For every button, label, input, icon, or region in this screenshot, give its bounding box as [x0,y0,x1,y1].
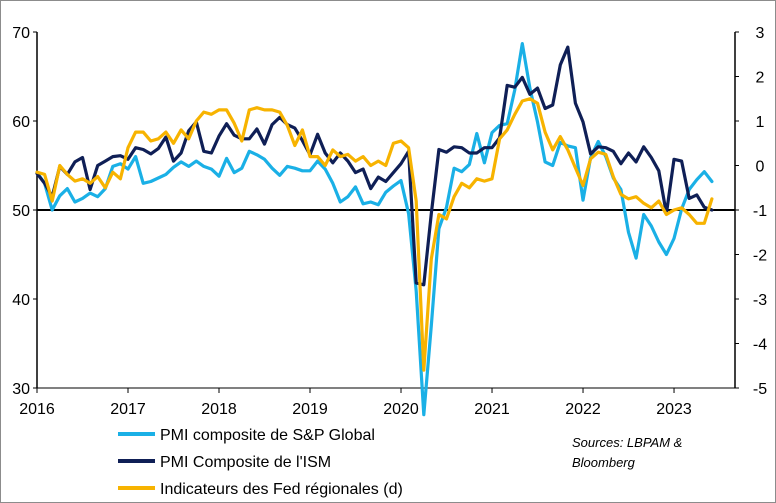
left-tick-label: 40 [12,292,30,309]
legend-label-fed: Indicateurs des Fed régionales (d) [160,481,403,498]
right-tick-label: 2 [756,70,765,87]
legend-label-sp-global: PMI composite de S&P Global [160,427,375,444]
x-tick-label: 2018 [201,401,237,418]
source-line-1: Sources: LBPAM & [572,435,682,450]
left-tick-label: 60 [12,114,30,131]
right-tick-label: -4 [753,337,767,354]
series-layer [35,41,714,417]
series-line-pmi-composite-de-l-ism [35,45,714,287]
series-line-indicateurs-des-fed-r-gionales-d [35,97,714,372]
x-tick-label: 2022 [565,401,601,418]
legend-label-ism: PMI Composite de l'ISM [160,454,331,471]
left-axis-ticks: 30 40 50 60 70 [12,25,37,398]
x-tick-label: 2017 [110,401,146,418]
right-tick-label: -3 [753,292,767,309]
x-tick-label: 2021 [474,401,510,418]
x-tick-label: 2020 [383,401,419,418]
left-tick-label: 50 [12,203,30,220]
source-line-2: Bloomberg [572,455,636,470]
x-tick-label: 2019 [292,401,328,418]
right-tick-label: -2 [753,248,767,265]
right-tick-label: -1 [753,203,767,220]
right-tick-label: -5 [753,381,767,398]
x-tick-label: 2023 [656,401,692,418]
right-tick-label: 0 [756,159,765,176]
right-tick-label: 3 [756,25,765,42]
left-tick-label: 70 [12,25,30,42]
x-tick-label: 2016 [19,401,55,418]
series-line-pmi-composite-de-s-p-global [35,41,714,417]
left-tick-label: 30 [12,381,30,398]
x-axis-ticks: 2016 2017 2018 2019 2020 2021 2022 2023 [19,388,692,418]
legend: PMI composite de S&P Global PMI Composit… [118,427,403,498]
right-tick-label: 1 [756,114,765,131]
right-axis-ticks: -5 -4 -3 -2 -1 0 1 2 3 [735,25,767,398]
